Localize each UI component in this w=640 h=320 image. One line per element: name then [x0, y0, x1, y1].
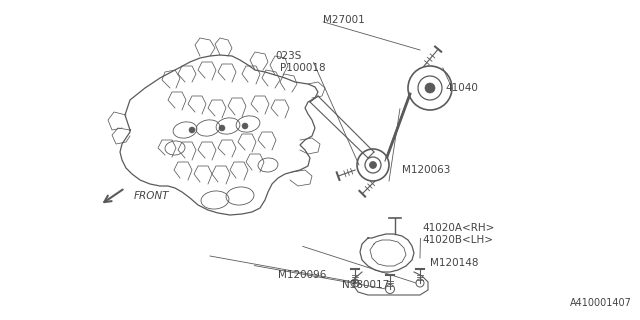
Circle shape	[219, 125, 225, 131]
Text: A410001407: A410001407	[570, 298, 632, 308]
Text: N380017: N380017	[342, 280, 389, 290]
Text: M27001: M27001	[323, 15, 365, 25]
Text: 023S: 023S	[275, 51, 301, 61]
Text: 41020B<LH>: 41020B<LH>	[422, 235, 493, 245]
Text: P100018: P100018	[280, 63, 326, 73]
Circle shape	[189, 127, 195, 133]
Text: FRONT: FRONT	[134, 191, 170, 201]
Circle shape	[425, 83, 435, 93]
Circle shape	[242, 123, 248, 129]
Text: M120063: M120063	[402, 165, 451, 175]
Circle shape	[369, 162, 376, 169]
Text: 41020A<RH>: 41020A<RH>	[422, 223, 494, 233]
Text: 41040: 41040	[445, 83, 478, 93]
Text: M120148: M120148	[430, 258, 479, 268]
Text: M120096: M120096	[278, 270, 326, 280]
